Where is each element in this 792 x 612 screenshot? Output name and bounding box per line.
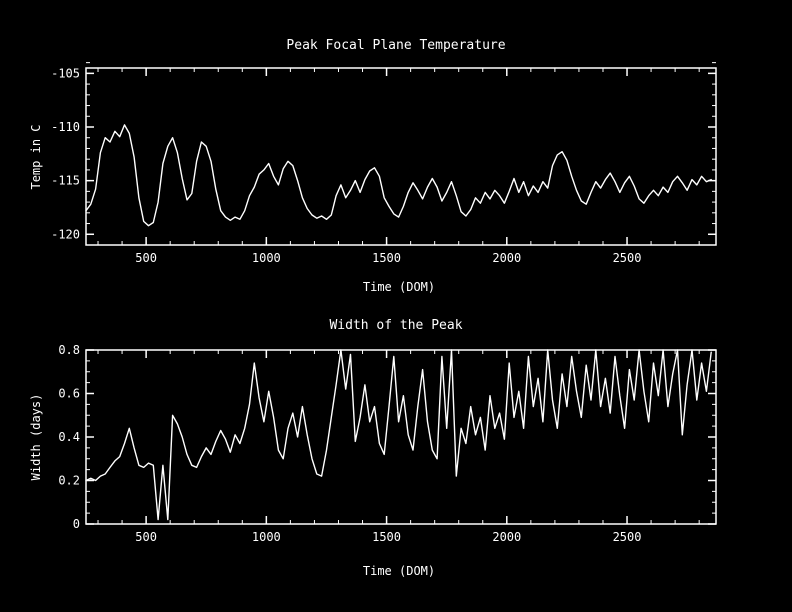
plot-frame xyxy=(85,67,717,246)
plot-frame xyxy=(85,349,717,525)
x-tick-label: 1500 xyxy=(372,530,401,544)
x-tick-label: 2500 xyxy=(613,251,642,265)
chart2-y-axis-label: Width (days) xyxy=(29,394,43,481)
x-tick-label: 1000 xyxy=(252,530,281,544)
x-tick-label: 2000 xyxy=(492,530,521,544)
chart1-x-axis-label: Time (DOM) xyxy=(363,280,435,294)
chart1-plot-area: 500 1000 1500 2000 2500 -120 -115 -110 -105 xyxy=(51,62,717,265)
x-tick-label: 1000 xyxy=(252,251,281,265)
data-series-line xyxy=(85,349,712,521)
chart2-title: Width of the Peak xyxy=(329,318,462,333)
y-tick-label: 0.8 xyxy=(58,343,80,357)
y-tick-label: 0.6 xyxy=(58,387,80,401)
y-tick-label: 0 xyxy=(73,517,80,531)
chart1-title: Peak Focal Plane Temperature xyxy=(286,38,505,53)
y-tick-label: 0.4 xyxy=(58,430,80,444)
x-tick-label: 500 xyxy=(135,530,157,544)
y-tick-label: -115 xyxy=(51,174,80,188)
y-tick-label: -110 xyxy=(51,120,80,134)
x-tick-label: 2000 xyxy=(492,251,521,265)
x-tick-label: 2500 xyxy=(613,530,642,544)
x-tick-label: 1500 xyxy=(372,251,401,265)
data-series-line xyxy=(85,124,712,227)
chart2-plot-area: 500 1000 1500 2000 2500 0 0.2 0.4 0.6 0.8 xyxy=(58,343,717,544)
y-tick-label: -120 xyxy=(51,227,80,241)
y-tick-label: 0.2 xyxy=(58,474,80,488)
y-tick-label: -105 xyxy=(51,66,80,80)
x-tick-label: 500 xyxy=(135,251,157,265)
chart1-y-axis-label: Temp in C xyxy=(29,124,43,189)
chart2-x-axis-label: Time (DOM) xyxy=(363,564,435,578)
